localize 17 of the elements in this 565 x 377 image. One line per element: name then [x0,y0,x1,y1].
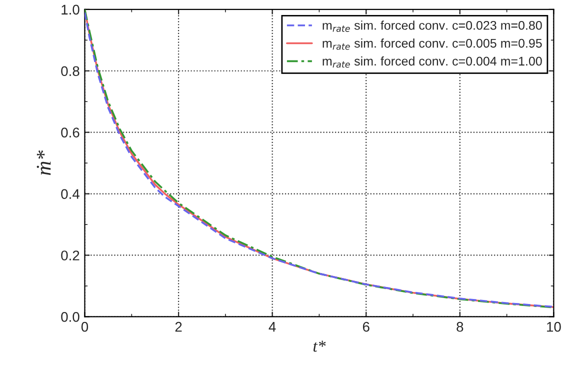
legend-label: m$_{rate}$ sim. forced conv. c=0.005 m=0.95 [322,38,542,50]
y-axis-title: ṁ* [36,150,51,176]
x-tick-label: 0 [81,322,88,332]
legend-label: m$_{rate}$ sim. forced conv. c=0.023 m=0.80 [322,20,542,32]
x-tick-label: 2 [175,322,182,332]
y-tick-label: 0.2 [61,250,80,260]
y-tick-label: 0.8 [61,66,80,76]
y-tick-label: 0.0 [61,312,80,322]
x-tick-label: 4 [268,322,276,332]
y-tick-label: 1.0 [62,4,80,15]
y-tick-label: 0.6 [61,128,80,138]
x-tick-label: 8 [456,322,464,332]
x-tick-label: 10 [547,322,561,332]
x-axis-title: t* [313,340,326,352]
x-tick-label: 6 [362,322,370,332]
y-tick-label: 0.4 [61,189,80,199]
legend-label: m$_{rate}$ sim. forced conv. c=0.004 m=1.00 [322,56,542,68]
